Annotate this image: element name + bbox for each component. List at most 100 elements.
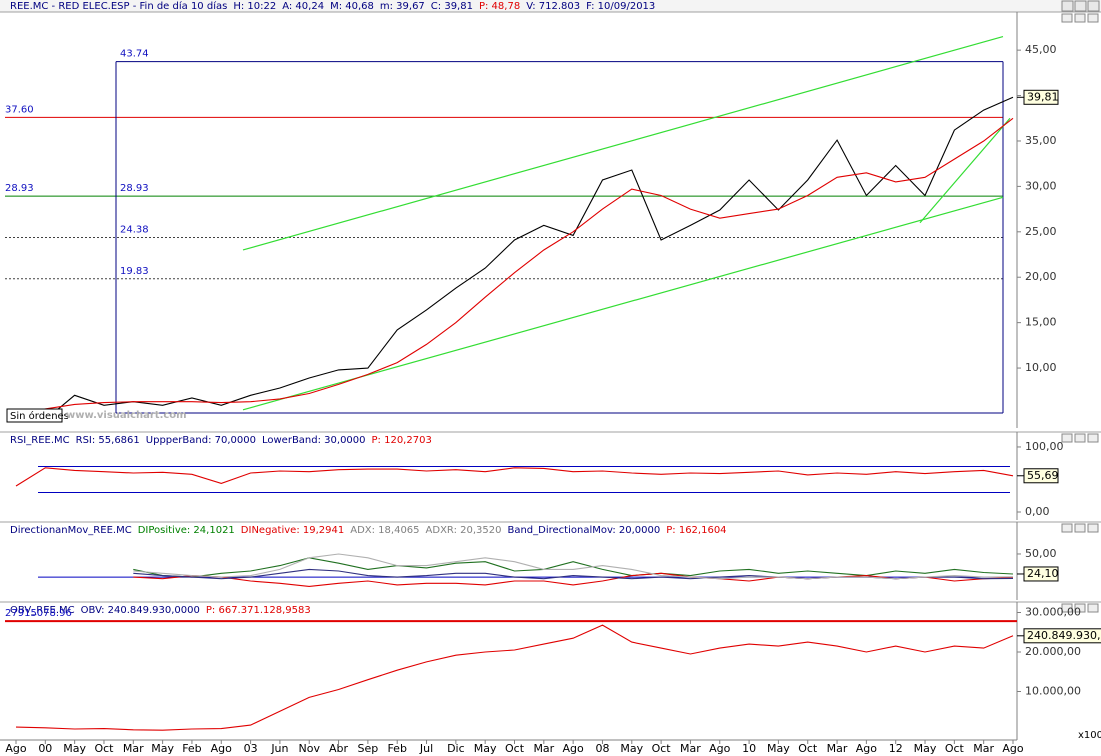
- level-label: 28.93: [5, 183, 34, 194]
- panel-button: [1074, 433, 1086, 443]
- level-label: 19.83: [120, 266, 149, 277]
- header-item: P: 162,1604: [666, 525, 726, 536]
- last-value-label: 39,81: [1027, 90, 1059, 103]
- panel-header: OBV_REE.MC OBV: 240.849.930,0000 P: 667.37…: [10, 605, 311, 616]
- panel-button: [1061, 603, 1073, 613]
- header-item: REE.MC - RED ELEC.ESP - Fin de día 10 dí…: [10, 0, 227, 12]
- last-value-label: 240.849.930,00: [1027, 629, 1101, 642]
- x-tick-label: Jun: [270, 742, 288, 755]
- last-value-label: 24,10: [1027, 567, 1059, 580]
- panel-button: [1061, 433, 1073, 443]
- panel-button: [1074, 603, 1086, 613]
- trend-line: [242, 196, 1004, 411]
- x-tick-label: Oct: [798, 742, 818, 755]
- y-tick-label: 20.000,00: [1025, 645, 1081, 658]
- panel-button: [1087, 523, 1099, 533]
- x-tick-label: Sep: [358, 742, 379, 755]
- panel-button: [1074, 13, 1086, 23]
- x-tick-label: Ago: [5, 742, 27, 755]
- panel-button: [1061, 523, 1073, 533]
- x-tick-label: 10: [742, 742, 756, 755]
- header-item: OBV_REE.MC: [10, 605, 75, 616]
- x-tick-label: May: [63, 742, 86, 755]
- header-item: A: 40,24: [282, 1, 324, 12]
- panel-button: [1074, 523, 1086, 533]
- panel-header: RSI_REE.MC RSI: 55,6861 UppperBand: 70,000…: [10, 435, 432, 446]
- header-item: LowerBand: 30,0000: [262, 435, 366, 446]
- series-line: [15, 624, 1014, 731]
- header-item: C: 39,81: [431, 1, 473, 12]
- last-value-label: 55,69: [1027, 469, 1059, 482]
- x-tick-label: Oct: [94, 742, 114, 755]
- y-tick-label: 30,00: [1025, 179, 1057, 192]
- header-item: V: 712.803: [526, 1, 580, 12]
- series-line: [15, 117, 1014, 415]
- header-item: OBV: 240.849.930,0000: [81, 605, 200, 616]
- series-line: [133, 572, 1014, 587]
- x-tick-label: 12: [889, 742, 903, 755]
- header-item: RSI_REE.MC: [10, 435, 70, 446]
- x-tick-label: Nov: [299, 742, 321, 755]
- maximize-button[interactable]: [1074, 0, 1087, 12]
- x-tick-label: Ago: [1002, 742, 1024, 755]
- y-tick-label: 100,00: [1025, 440, 1064, 453]
- max-line-label: 27915078.96: [5, 608, 72, 619]
- y-tick-label: 35,00: [1025, 134, 1057, 147]
- y-tick-label: 0,00: [1025, 505, 1050, 518]
- header-item: ADX: 18,4065: [350, 525, 419, 536]
- x-tick-label: Mar: [973, 742, 994, 755]
- x-tick-label: May: [767, 742, 790, 755]
- header-item: m: 39,67: [380, 1, 425, 12]
- x-tick-label: Mar: [680, 742, 701, 755]
- header-item: DINegative: 19,2941: [241, 525, 344, 536]
- trend-line: [919, 117, 1011, 224]
- x-tick-label: Abr: [329, 742, 349, 755]
- x-tick-label: May: [474, 742, 497, 755]
- x-tick-label: May: [151, 742, 174, 755]
- x-tick-label: Oct: [652, 742, 672, 755]
- header-item: RSI: 55,6861: [76, 435, 140, 446]
- x-tick-label: Oct: [505, 742, 525, 755]
- header-item: M: 40,68: [330, 1, 374, 12]
- header-item: H: 10:22: [233, 1, 276, 12]
- panel-button: [1061, 13, 1073, 23]
- status: Sin órdenes: [10, 410, 69, 422]
- series-line: [15, 96, 1014, 421]
- close-button[interactable]: [1087, 0, 1100, 12]
- panel-button: [1087, 433, 1099, 443]
- level-label: 28.93: [120, 183, 149, 194]
- y-tick-label: 50,00: [1025, 547, 1057, 560]
- status-box: [6, 408, 63, 423]
- header-item: ADXR: 20,3520: [426, 525, 502, 536]
- header-item: P: 667.371.128,9583: [206, 605, 311, 616]
- x-tick-label: 08: [595, 742, 609, 755]
- x-tick-label: Dic: [447, 742, 465, 755]
- panel-header: REE.MC - RED ELEC.ESP - Fin de día 10 dí…: [10, 0, 655, 12]
- header-item: F: 10/09/2013: [586, 1, 655, 12]
- y-tick-label: 10,00: [1025, 361, 1057, 374]
- y-tick-label: 15,00: [1025, 316, 1057, 329]
- x-tick-label: Oct: [945, 742, 965, 755]
- x-tick-label: Feb: [182, 742, 201, 755]
- watermark: www.visualchart.com: [66, 410, 187, 421]
- y-tick-label: 25,00: [1025, 225, 1057, 238]
- window-buttons[interactable]: [1061, 0, 1100, 12]
- x-tick-label: Feb: [387, 742, 406, 755]
- header-item: DIPositive: 24,1021: [138, 525, 235, 536]
- trend-line: [242, 35, 1004, 251]
- panel-button: [1087, 13, 1099, 23]
- x-tick-label: May: [914, 742, 937, 755]
- scale-note: x10000: [1078, 730, 1101, 741]
- x-tick-label: Ago: [709, 742, 731, 755]
- y-tick-label: 30.000,00: [1025, 605, 1081, 618]
- minimize-button[interactable]: [1061, 0, 1074, 12]
- header-item: P: 48,78: [479, 1, 520, 12]
- x-tick-label: Mar: [533, 742, 554, 755]
- header-item: Band_DirectionalMov: 20,0000: [507, 525, 660, 536]
- x-tick-label: Jul: [419, 742, 433, 755]
- x-tick-label: May: [620, 742, 643, 755]
- title-bar: [0, 0, 1101, 12]
- level-label: 43.74: [120, 49, 149, 60]
